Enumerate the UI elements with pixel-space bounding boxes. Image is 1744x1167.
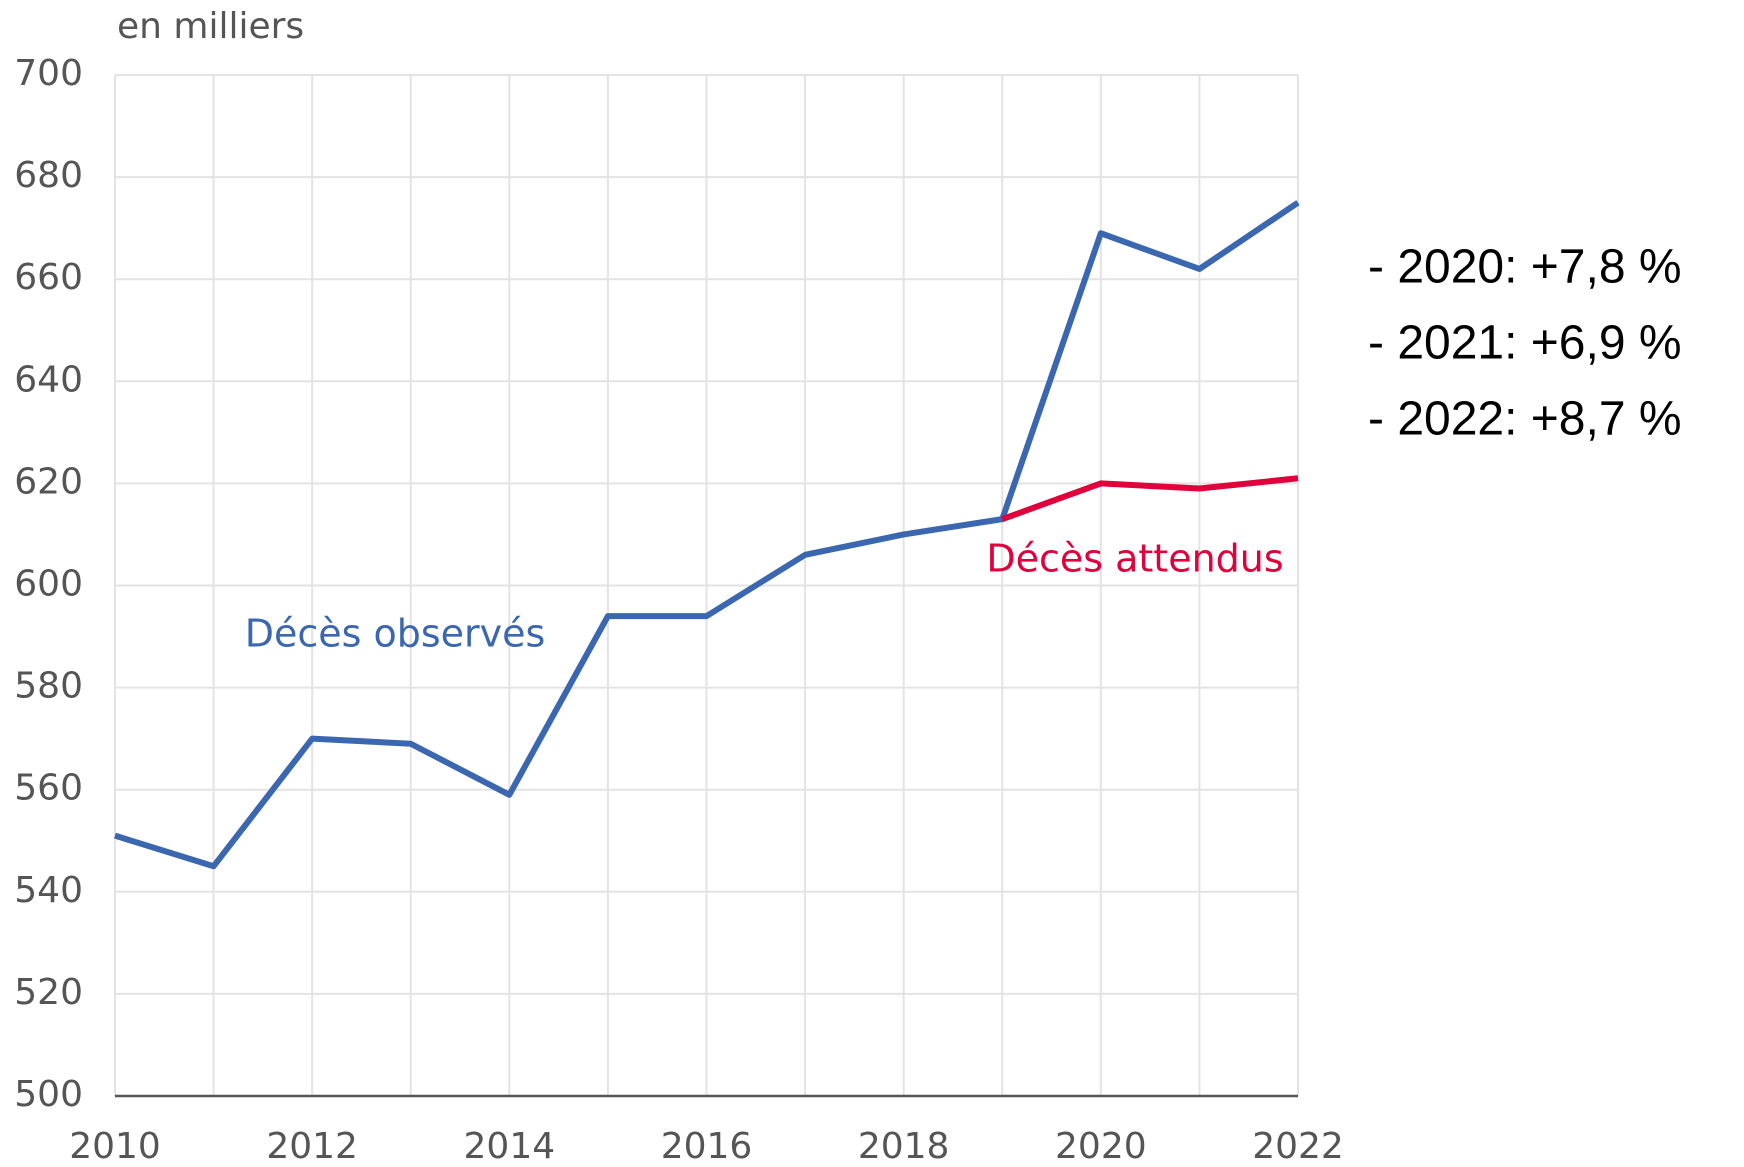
series-label: Décès attendus xyxy=(986,537,1283,581)
x-tick-label: 2018 xyxy=(858,1126,950,1167)
y-tick-label: 660 xyxy=(14,257,83,298)
x-tick-label: 2012 xyxy=(266,1126,358,1167)
annotation: - 2020: +7,8 % xyxy=(1368,241,1682,294)
series-label: Décès observés xyxy=(245,612,546,656)
x-tick-label: 2014 xyxy=(464,1126,556,1167)
y-tick-label: 560 xyxy=(14,768,83,809)
y-axis-label: en milliers xyxy=(117,6,304,47)
y-tick-label: 700 xyxy=(14,53,83,94)
y-tick-label: 600 xyxy=(14,564,83,605)
y-tick-label: 540 xyxy=(14,870,83,911)
annotation: - 2021: +6,9 % xyxy=(1368,317,1682,370)
y-tick-label: 500 xyxy=(14,1074,83,1115)
y-tick-label: 640 xyxy=(14,359,83,400)
annotation: - 2022: +8,7 % xyxy=(1368,393,1682,446)
y-tick-label: 520 xyxy=(14,972,83,1013)
y-tick-label: 620 xyxy=(14,461,83,502)
x-tick-label: 2022 xyxy=(1252,1126,1344,1167)
y-tick-label: 680 xyxy=(14,155,83,196)
x-tick-label: 2016 xyxy=(661,1126,753,1167)
y-tick-label: 580 xyxy=(14,666,83,707)
x-tick-label: 2010 xyxy=(69,1126,161,1167)
x-tick-label: 2020 xyxy=(1055,1126,1147,1167)
series-line xyxy=(1001,475,1299,522)
series-line xyxy=(114,200,1300,870)
